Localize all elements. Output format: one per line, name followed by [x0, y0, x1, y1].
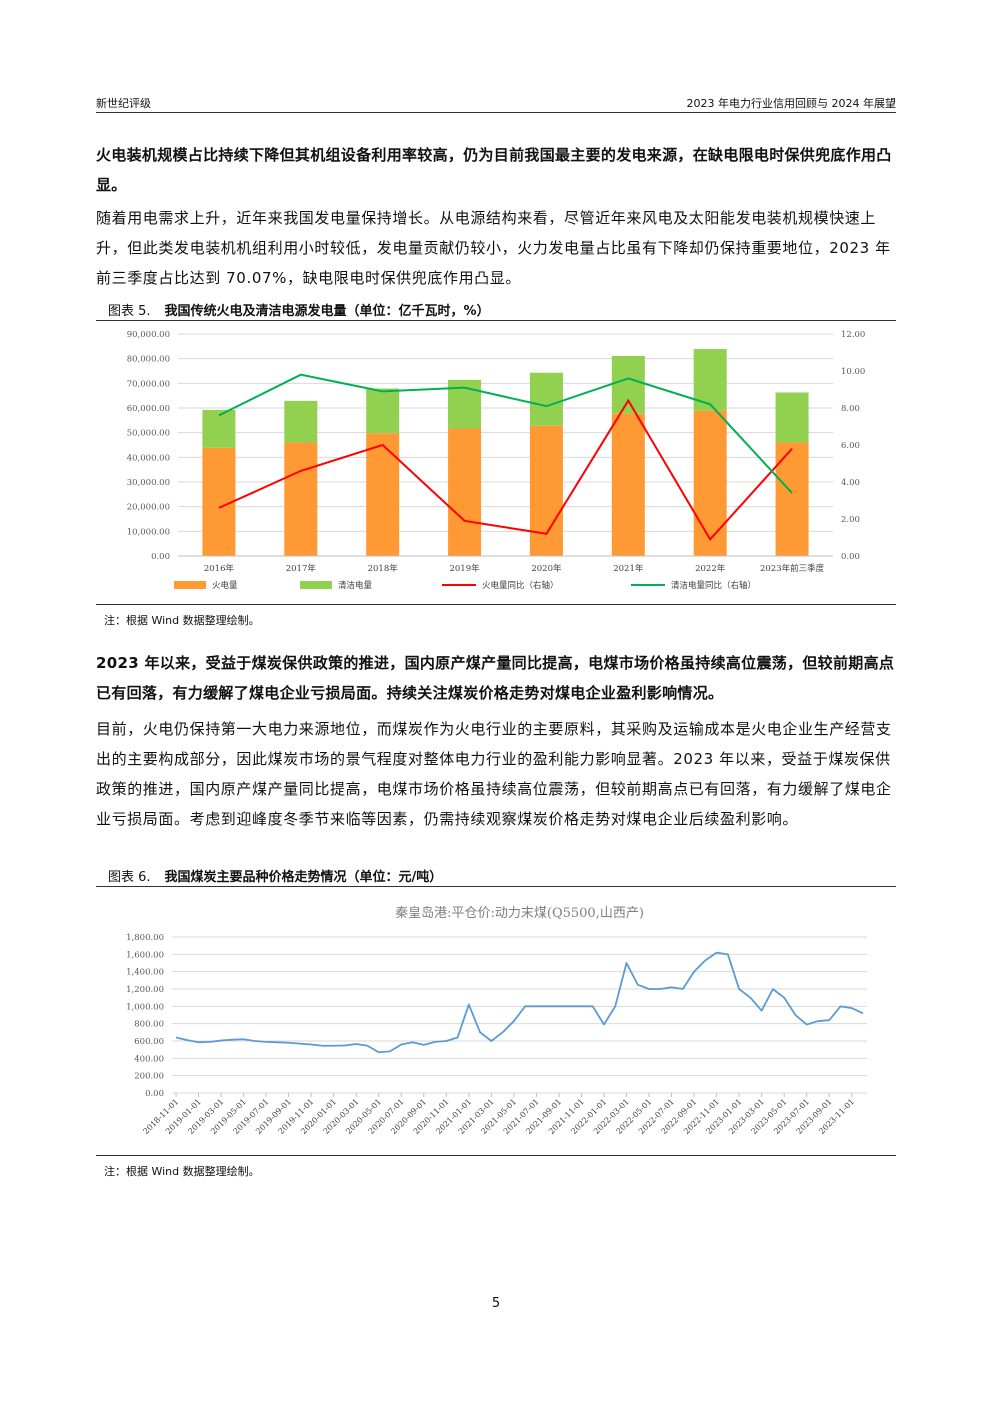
y-left-tick-label: 30,000.00	[127, 478, 170, 488]
figure-6-note: 注：根据 Wind 数据整理绘制。	[104, 1165, 260, 1178]
y-left-tick-label: 50,000.00	[127, 429, 170, 439]
x-tick-label: 2019年	[449, 563, 480, 574]
header-org: 新世纪评级	[96, 97, 151, 110]
figure-6-bottom-rule	[96, 1155, 896, 1156]
bar-clean	[611, 355, 645, 414]
y-tick-label: 1,400.00	[126, 968, 164, 978]
y-tick-label: 0.00	[145, 1089, 164, 1099]
section-1-heading: 火电装机规模占比持续下降但其机组设备利用率较高，仍为目前我国最主要的发电来源，在…	[96, 146, 892, 194]
y-left-tick-label: 10,000.00	[127, 527, 170, 537]
y-right-tick-label: 4.00	[841, 478, 860, 488]
figure-5-title: 图表 5. 我国传统火电及清洁电源发电量（单位：亿千瓦时，%）	[108, 300, 490, 319]
line-thermal-yoy	[218, 398, 793, 542]
figure-5-bottom-rule	[96, 604, 896, 605]
y-tick-label: 600.00	[134, 1037, 164, 1047]
y-left-tick-label: 40,000.00	[127, 453, 170, 463]
coal-price-chart: 秦皇岛港:平仓价:动力末煤(Q5500,山西产) 0.00 200.00 400.00…	[126, 905, 867, 1136]
chart-title: 秦皇岛港:平仓价:动力末煤(Q5500,山西产)	[395, 905, 644, 921]
bar-thermal	[448, 428, 482, 556]
bar-thermal	[693, 410, 727, 556]
y-left-tick-label: 60,000.00	[127, 404, 170, 414]
legend-label: 火电量	[212, 580, 238, 591]
bar-clean	[366, 388, 400, 434]
header-report-title: 2023 年电力行业信用回顾与 2024 年展望	[686, 97, 896, 110]
y-left-tick-label: 70,000.00	[127, 379, 170, 389]
y-tick-label: 1,600.00	[126, 950, 164, 960]
x-tick-label: 2021年	[613, 563, 644, 574]
y-left-tick-label: 80,000.00	[127, 355, 170, 365]
figure-6-title-text: 我国煤炭主要品种价格走势情况（单位：元/吨）	[164, 870, 443, 885]
section-2-heading: 2023 年以来，受益于煤炭保供政策的推进，国内原产煤产量同比提高，电煤市场价格…	[96, 654, 895, 702]
y-tick-label: 1,800.00	[126, 933, 164, 943]
line-clean-yoy	[218, 373, 793, 494]
bar-clean	[775, 392, 809, 443]
bar-clean	[284, 400, 318, 443]
figure-5-title-text: 我国传统火电及清洁电源发电量（单位：亿千瓦时，%）	[164, 304, 490, 319]
section-1-body: 随着用电需求上升，近年来我国发电量保持增长。从电源结构来看，尽管近年来风电及太阳…	[96, 209, 891, 287]
bar-clean	[202, 409, 236, 448]
y-left-tick-label: 90,000.00	[127, 330, 170, 340]
y-tick-label: 1,000.00	[126, 1002, 164, 1012]
x-tick-label: 2022年	[695, 563, 726, 574]
legend-swatch	[174, 581, 206, 589]
bar-thermal	[366, 433, 400, 556]
legend-label: 火电量同比（右轴）	[482, 580, 559, 591]
bar-clean	[529, 372, 563, 426]
y-right-tick-label: 0.00	[841, 552, 860, 562]
y-tick-label: 1,200.00	[126, 985, 164, 995]
x-tick-label: 2018年	[368, 563, 399, 574]
header-divider	[96, 112, 896, 113]
legend-swatch	[300, 581, 332, 589]
bar-thermal	[775, 442, 809, 556]
x-tick-label: 2020年	[531, 563, 562, 574]
figure-6-title: 图表 6. 我国煤炭主要品种价格走势情况（单位：元/吨）	[108, 866, 442, 885]
generation-chart: 0.00 10,000.00 20,000.00 30,000.00 40,000.00…	[127, 330, 866, 591]
figure-5-note: 注：根据 Wind 数据整理绘制。	[104, 614, 260, 627]
y-tick-label: 200.00	[134, 1072, 164, 1082]
x-tick-label: 2023年前三季度	[760, 563, 825, 574]
x-tick-label: 2016年	[204, 563, 235, 574]
bar-thermal	[529, 425, 563, 556]
figure-6-top-rule	[96, 886, 896, 887]
x-tick-label: 2017年	[286, 563, 317, 574]
figure-6-label: 图表 6.	[108, 870, 151, 885]
y-left-tick-label: 0.00	[151, 552, 170, 562]
y-right-tick-label: 12.00	[841, 330, 865, 340]
y-tick-label: 800.00	[134, 1020, 164, 1030]
bar-thermal	[284, 442, 318, 556]
y-tick-label: 400.00	[134, 1054, 164, 1064]
page-number: 5	[491, 1296, 501, 1311]
y-left-tick-label: 20,000.00	[127, 503, 170, 513]
figure-5-label: 图表 5.	[108, 304, 151, 319]
bar-thermal	[611, 413, 645, 556]
price-line	[175, 951, 864, 1054]
y-right-tick-label: 10.00	[841, 367, 865, 377]
y-right-tick-label: 2.00	[841, 515, 860, 525]
y-right-tick-label: 6.00	[841, 441, 860, 451]
y-right-tick-label: 8.00	[841, 404, 860, 414]
legend-label: 清洁电量	[338, 580, 373, 591]
section-2-body: 目前，火电仍保持第一大电力来源地位，而煤炭作为火电行业的主要原料，其采购及运输成…	[96, 720, 892, 828]
legend-label: 清洁电量同比（右轴）	[671, 580, 756, 591]
figure-5-top-rule	[96, 320, 896, 321]
